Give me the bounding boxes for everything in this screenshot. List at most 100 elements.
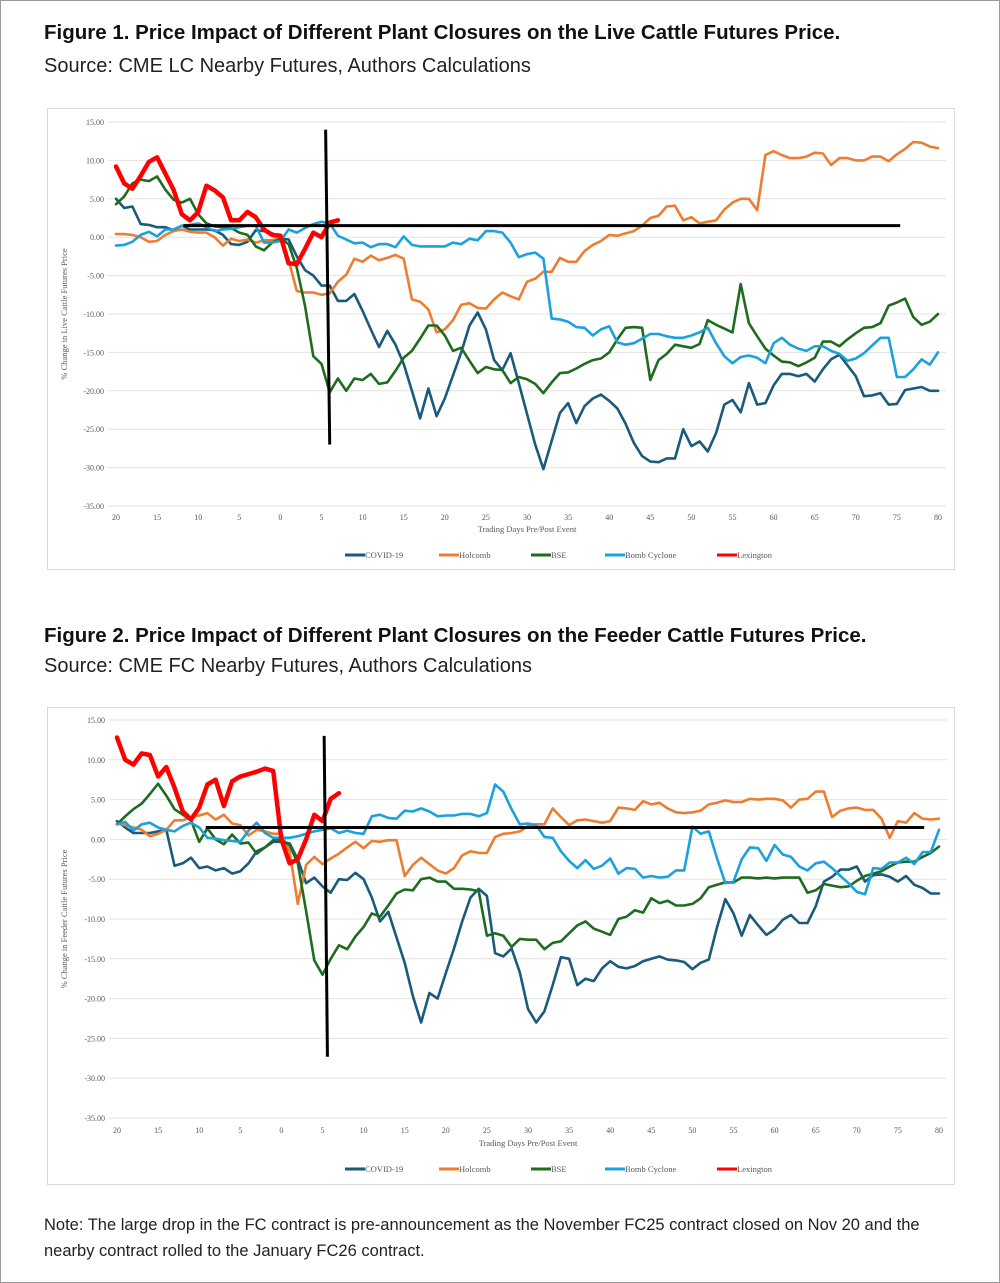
y-tick-label: 0.00 [90, 233, 104, 242]
x-tick-label: 80 [935, 1126, 943, 1135]
y-tick-label: -5.00 [87, 272, 104, 281]
legend-item: COVID-19 [345, 550, 403, 560]
legend-item: Bomb Cyclone [605, 550, 676, 560]
x-tick-label: 5 [321, 1126, 325, 1135]
x-tick-label: 40 [605, 513, 613, 522]
legend-label: Bomb Cyclone [625, 550, 676, 560]
y-tick-label: 5.00 [91, 796, 105, 805]
y-tick-label: -15.00 [83, 348, 104, 357]
y-tick-label: 15.00 [87, 716, 105, 725]
y-tick-label: -10.00 [84, 915, 105, 924]
x-tick-label: 30 [524, 1126, 532, 1135]
figure-2-chart: 15.00 10.00 5.00 0.00 -5.00 -10.00 -15.00 -20.0… [47, 707, 955, 1185]
x-tick-label: 75 [894, 1126, 902, 1135]
y-tick-label: -35.00 [84, 1114, 105, 1123]
x-tick-label: 20 [112, 513, 120, 522]
x-tick-label: 20 [441, 513, 449, 522]
figure-2-title: Figure 2. Price Impact of Different Plan… [44, 624, 867, 647]
legend-item: COVID-19 [345, 1164, 403, 1174]
x-axis-title: Trading Days Pre/Post Event [478, 524, 577, 534]
figure-1-source: Source: CME LC Nearby Futures, Authors C… [44, 55, 531, 77]
x-axis-title: Trading Days Pre/Post Event [479, 1138, 578, 1148]
y-tick-label: -35.00 [83, 502, 104, 511]
x-tick-label: 55 [729, 513, 737, 522]
x-tick-label: 20 [113, 1126, 121, 1135]
x-tick-label: 75 [893, 513, 901, 522]
series-line-covid-19 [114, 197, 940, 471]
x-tick-label: 15 [401, 1126, 409, 1135]
figure-1-title: Figure 1. Price Impact of Different Plan… [44, 21, 841, 44]
x-tick-label: 60 [770, 513, 778, 522]
x-tick-label: 10 [360, 1126, 368, 1135]
series-line-holcomb [115, 790, 941, 906]
legend-item: Lexington [717, 1164, 773, 1174]
x-tick-label: 0 [278, 513, 282, 522]
y-tick-label: 0.00 [91, 835, 105, 844]
y-tick-label: -10.00 [83, 310, 104, 319]
x-tick-label: 40 [606, 1126, 614, 1135]
y-axis-title: % Change in Feeder Cattle Futures Price [59, 849, 69, 988]
y-tick-label: -5.00 [88, 875, 105, 884]
x-tick-label: 5 [320, 513, 324, 522]
x-tick-label: 0 [279, 1126, 283, 1135]
x-tick-label: 10 [359, 513, 367, 522]
reference-line [324, 129, 332, 445]
legend-item: Lexington [717, 550, 773, 560]
reference-line [322, 735, 329, 1057]
legend-item: Holcomb [439, 1164, 491, 1174]
x-tick-label: 50 [687, 513, 695, 522]
x-tick-label: 5 [237, 513, 241, 522]
y-tick-label: 10.00 [87, 756, 105, 765]
y-tick-label: -25.00 [83, 425, 104, 434]
y-tick-label: -25.00 [84, 1034, 105, 1043]
y-tick-label: -30.00 [84, 1074, 105, 1083]
x-tick-label: 35 [565, 1126, 573, 1135]
figure-1-chart: 15.00 10.00 5.00 0.00 -5.00 -10.00 -15.00 -20.0… [47, 108, 955, 570]
legend-label: Holcomb [459, 550, 491, 560]
legend-label: Bomb Cyclone [625, 1164, 676, 1174]
x-tick-label: 65 [811, 513, 819, 522]
x-tick-label: 65 [812, 1126, 820, 1135]
series-line-bse [115, 782, 941, 977]
legend-label: BSE [551, 1164, 567, 1174]
figure-2-source: Source: CME FC Nearby Futures, Authors C… [44, 655, 532, 677]
x-tick-label: 15 [154, 1126, 162, 1135]
legend-item: Bomb Cyclone [605, 1164, 676, 1174]
y-tick-label: -20.00 [84, 995, 105, 1004]
legend-label: BSE [551, 550, 567, 560]
legend-label: Lexington [737, 550, 773, 560]
legend-item: BSE [531, 550, 567, 560]
x-tick-label: 55 [730, 1126, 738, 1135]
legend-label: COVID-19 [365, 550, 403, 560]
x-tick-label: 50 [688, 1126, 696, 1135]
series-line-lexington [114, 735, 342, 866]
legend-label: COVID-19 [365, 1164, 403, 1174]
y-tick-label: -20.00 [83, 387, 104, 396]
legend-label: Holcomb [459, 1164, 491, 1174]
x-tick-label: 25 [483, 1126, 491, 1135]
y-axis-title: % Change in Live Cattle Futures Price [59, 248, 69, 379]
series-line-covid-19 [115, 819, 941, 1024]
legend-label: Lexington [737, 1164, 773, 1174]
chart-svg: 15.00 10.00 5.00 0.00 -5.00 -10.00 -15.00 -20.0… [59, 716, 947, 1174]
y-tick-label: 5.00 [90, 195, 104, 204]
x-tick-label: 70 [852, 513, 860, 522]
series-line-bse [114, 175, 940, 395]
x-tick-label: 80 [934, 513, 942, 522]
footnote: Note: The large drop in the FC contract … [44, 1216, 920, 1260]
x-tick-label: 5 [238, 1126, 242, 1135]
x-tick-label: 10 [194, 513, 202, 522]
x-tick-label: 45 [647, 1126, 655, 1135]
chart-svg: 15.00 10.00 5.00 0.00 -5.00 -10.00 -15.00 -20.0… [59, 118, 946, 560]
x-tick-label: 20 [442, 1126, 450, 1135]
x-tick-label: 30 [523, 513, 531, 522]
y-tick-label: -30.00 [83, 464, 104, 473]
y-tick-label: 10.00 [86, 156, 104, 165]
series-line-bomb-cyclone [115, 783, 941, 896]
x-tick-label: 35 [564, 513, 572, 522]
x-tick-label: 10 [195, 1126, 203, 1135]
x-tick-label: 15 [400, 513, 408, 522]
x-tick-label: 60 [771, 1126, 779, 1135]
x-tick-label: 45 [646, 513, 654, 522]
y-tick-label: 15.00 [86, 118, 104, 127]
